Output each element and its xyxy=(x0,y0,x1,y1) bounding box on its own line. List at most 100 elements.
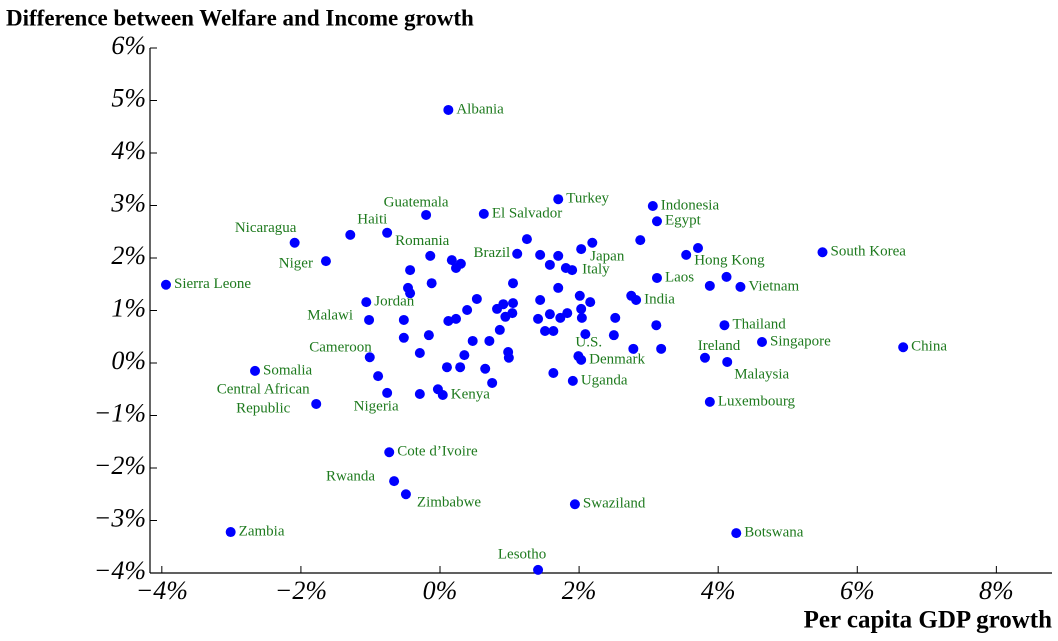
point xyxy=(459,350,470,361)
point xyxy=(626,290,637,301)
point xyxy=(455,258,466,269)
point xyxy=(400,489,411,500)
point xyxy=(289,237,300,248)
point-label: Hong Kong xyxy=(694,252,765,268)
y-tick-label: 1% xyxy=(111,293,146,322)
point xyxy=(569,499,580,510)
point xyxy=(731,528,742,539)
point-label: Singapore xyxy=(770,333,831,349)
point xyxy=(484,335,495,346)
point xyxy=(498,299,509,310)
point xyxy=(423,330,434,341)
point-label: Zimbabwe xyxy=(417,495,481,511)
point xyxy=(455,362,466,373)
point-label: Cote d’Ivoire xyxy=(397,444,478,460)
x-tick-label: −2% xyxy=(275,576,327,605)
point-label: Laos xyxy=(665,269,694,285)
y-tick-label: −2% xyxy=(94,451,146,480)
point xyxy=(540,325,551,336)
point xyxy=(521,234,532,245)
point-label: India xyxy=(644,291,675,307)
point xyxy=(533,564,544,575)
x-tick-label: 6% xyxy=(840,576,875,605)
y-tick-label: −4% xyxy=(94,556,146,585)
point-label: Cameroon xyxy=(309,340,372,356)
point-label: Central African xyxy=(217,381,310,397)
point xyxy=(628,343,639,354)
point-label: Malaysia xyxy=(734,366,789,382)
point xyxy=(382,227,393,238)
chart-title: Difference between Welfare and Income gr… xyxy=(6,5,474,30)
point-label: Japan xyxy=(590,249,625,265)
point xyxy=(587,237,598,248)
point-label: El Salvador xyxy=(492,205,562,221)
x-tick-label: 8% xyxy=(979,576,1014,605)
point-label: Republic xyxy=(236,400,290,416)
point xyxy=(398,314,409,325)
point-label: Haiti xyxy=(357,211,387,227)
point xyxy=(651,320,662,331)
point-label: Italy xyxy=(582,262,610,278)
point xyxy=(487,377,498,388)
point xyxy=(553,282,564,293)
point xyxy=(681,249,692,260)
point xyxy=(574,290,585,301)
point xyxy=(160,279,171,290)
point xyxy=(441,362,452,373)
point xyxy=(311,398,322,409)
point xyxy=(651,272,662,283)
point xyxy=(722,356,733,367)
point xyxy=(480,363,491,374)
point xyxy=(364,352,375,363)
point xyxy=(398,332,409,343)
point xyxy=(608,330,619,341)
point xyxy=(817,247,828,258)
point xyxy=(535,249,546,260)
point xyxy=(735,281,746,292)
point xyxy=(467,335,478,346)
point xyxy=(647,201,658,212)
point xyxy=(699,352,710,363)
point-label: Denmark xyxy=(589,351,645,367)
point xyxy=(373,371,384,382)
point xyxy=(494,324,505,335)
point-label: Albania xyxy=(456,101,504,117)
point-label: Niger xyxy=(279,256,313,272)
point-label: China xyxy=(911,339,947,355)
point xyxy=(478,208,489,219)
y-tick-label: −3% xyxy=(94,503,146,532)
point xyxy=(704,396,715,407)
point xyxy=(361,297,372,308)
point xyxy=(450,313,461,324)
point xyxy=(585,297,596,308)
point-label: Rwanda xyxy=(326,469,375,485)
point xyxy=(756,337,767,347)
point xyxy=(580,329,591,340)
point xyxy=(651,216,662,227)
point xyxy=(384,447,395,458)
point xyxy=(533,313,544,324)
point xyxy=(567,375,578,386)
x-tick-label: 0% xyxy=(423,576,458,605)
point xyxy=(656,343,667,354)
point-label: Zambia xyxy=(239,523,285,539)
point-label: Kenya xyxy=(451,386,490,402)
point xyxy=(414,348,425,359)
point-label: South Korea xyxy=(831,244,907,260)
point-label: U.S. xyxy=(575,335,602,351)
point xyxy=(721,271,732,282)
point xyxy=(250,365,261,376)
point xyxy=(389,476,400,487)
point xyxy=(425,250,436,261)
point xyxy=(553,250,564,261)
point-label: Lesotho xyxy=(498,546,546,562)
point xyxy=(548,367,559,378)
point-label: Somalia xyxy=(263,362,313,378)
point xyxy=(405,288,416,299)
point xyxy=(576,303,587,314)
point xyxy=(576,312,587,323)
y-tick-label: 6% xyxy=(111,31,146,60)
x-tick-label: 4% xyxy=(701,576,736,605)
point xyxy=(503,352,514,363)
point xyxy=(426,278,437,289)
